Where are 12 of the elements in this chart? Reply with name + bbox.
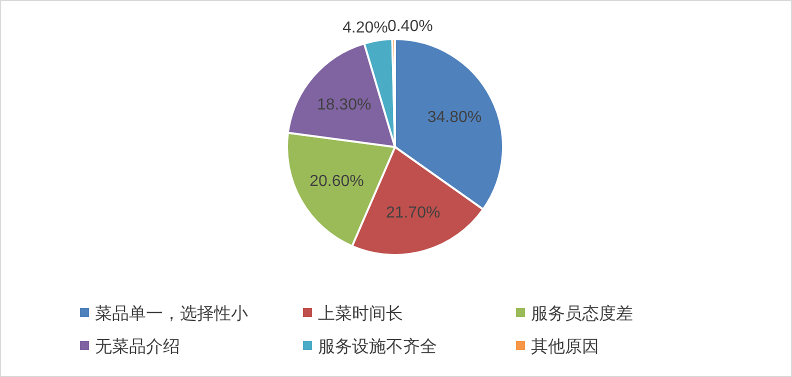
legend-label: 上菜时间长 [318,304,403,323]
legend-label: 无菜品介绍 [95,337,180,356]
data-label: 0.40% [387,18,433,36]
legend-label: 服务员态度差 [531,304,633,323]
legend-label: 菜品单一，选择性小 [95,304,248,323]
legend-label: 其他原因 [531,337,599,356]
data-label: 21.70% [386,204,440,222]
data-label: 4.20% [342,20,388,36]
legend-label: 服务设施不齐全 [318,337,437,356]
data-label: 20.60% [310,172,364,190]
data-label: 34.80% [427,109,482,126]
data-label: 18.30% [316,96,372,114]
